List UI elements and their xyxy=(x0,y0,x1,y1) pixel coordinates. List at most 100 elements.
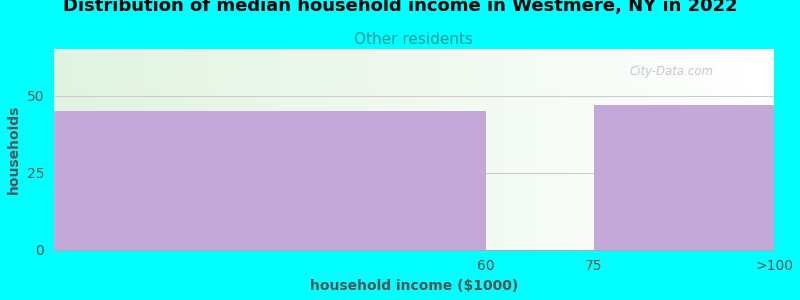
Bar xyxy=(118,50,122,250)
Bar xyxy=(104,50,108,250)
Bar xyxy=(86,50,90,250)
Y-axis label: households: households xyxy=(7,105,21,194)
Bar xyxy=(317,50,320,250)
Bar xyxy=(634,50,637,250)
Bar xyxy=(353,50,356,250)
Bar xyxy=(626,50,630,250)
Bar xyxy=(688,50,691,250)
Bar xyxy=(644,50,648,250)
Bar xyxy=(543,50,547,250)
Bar xyxy=(713,50,717,250)
Bar xyxy=(572,50,576,250)
Bar xyxy=(122,50,126,250)
Bar xyxy=(385,50,389,250)
Bar xyxy=(738,50,742,250)
Bar xyxy=(727,50,731,250)
Bar xyxy=(655,50,659,250)
Bar xyxy=(579,50,583,250)
Bar xyxy=(54,111,486,250)
Bar xyxy=(144,50,147,250)
Bar xyxy=(342,50,346,250)
Bar xyxy=(68,50,72,250)
Bar xyxy=(295,50,298,250)
Bar xyxy=(670,50,674,250)
Bar xyxy=(58,50,61,250)
Bar xyxy=(583,50,586,250)
Bar xyxy=(536,50,540,250)
Bar xyxy=(183,50,187,250)
Bar xyxy=(608,50,612,250)
Bar xyxy=(194,50,198,250)
Bar xyxy=(270,50,274,250)
Bar xyxy=(461,50,464,250)
Bar xyxy=(230,50,234,250)
Bar xyxy=(158,50,162,250)
Bar xyxy=(619,50,622,250)
Bar xyxy=(94,50,97,250)
Bar xyxy=(482,50,486,250)
Bar xyxy=(61,50,65,250)
Bar xyxy=(457,50,461,250)
Bar xyxy=(360,50,363,250)
Text: Distribution of median household income in Westmere, NY in 2022: Distribution of median household income … xyxy=(62,0,738,15)
Bar xyxy=(601,50,605,250)
Bar xyxy=(749,50,753,250)
Bar xyxy=(266,50,270,250)
Bar xyxy=(223,50,226,250)
Bar xyxy=(284,50,288,250)
Bar xyxy=(205,50,209,250)
Bar xyxy=(662,50,666,250)
Bar xyxy=(529,50,533,250)
Bar xyxy=(550,50,554,250)
Bar xyxy=(101,50,104,250)
Bar xyxy=(471,50,475,250)
Bar xyxy=(594,50,598,250)
Bar xyxy=(281,50,284,250)
Bar xyxy=(558,50,562,250)
Bar xyxy=(346,50,349,250)
Bar xyxy=(396,50,399,250)
Bar xyxy=(586,50,590,250)
Bar xyxy=(533,50,536,250)
Bar xyxy=(97,50,101,250)
Bar xyxy=(173,50,176,250)
Bar xyxy=(612,50,615,250)
Bar xyxy=(554,50,558,250)
Bar xyxy=(746,50,749,250)
Bar xyxy=(421,50,425,250)
Bar xyxy=(518,50,522,250)
Bar xyxy=(363,50,367,250)
Bar xyxy=(162,50,166,250)
Bar xyxy=(374,50,378,250)
X-axis label: household income ($1000): household income ($1000) xyxy=(310,279,518,293)
Bar xyxy=(569,50,572,250)
Bar xyxy=(486,50,490,250)
Bar xyxy=(540,50,543,250)
Bar xyxy=(54,50,58,250)
Bar xyxy=(590,50,594,250)
Bar xyxy=(403,50,406,250)
Bar xyxy=(695,50,698,250)
Bar xyxy=(331,50,334,250)
Bar xyxy=(710,50,713,250)
Bar xyxy=(446,50,450,250)
Bar xyxy=(378,50,382,250)
Bar xyxy=(187,50,190,250)
Bar xyxy=(180,50,183,250)
Bar xyxy=(562,50,565,250)
Bar xyxy=(497,50,500,250)
Bar xyxy=(75,50,79,250)
Bar xyxy=(454,50,457,250)
Bar xyxy=(392,50,396,250)
Bar xyxy=(137,50,140,250)
Bar xyxy=(641,50,644,250)
Title: Other residents: Other residents xyxy=(354,32,474,47)
Bar xyxy=(439,50,442,250)
Bar xyxy=(435,50,439,250)
Bar xyxy=(742,50,746,250)
Bar xyxy=(90,50,94,250)
Bar xyxy=(681,50,684,250)
Bar xyxy=(594,105,774,250)
Bar xyxy=(410,50,414,250)
Bar xyxy=(151,50,154,250)
